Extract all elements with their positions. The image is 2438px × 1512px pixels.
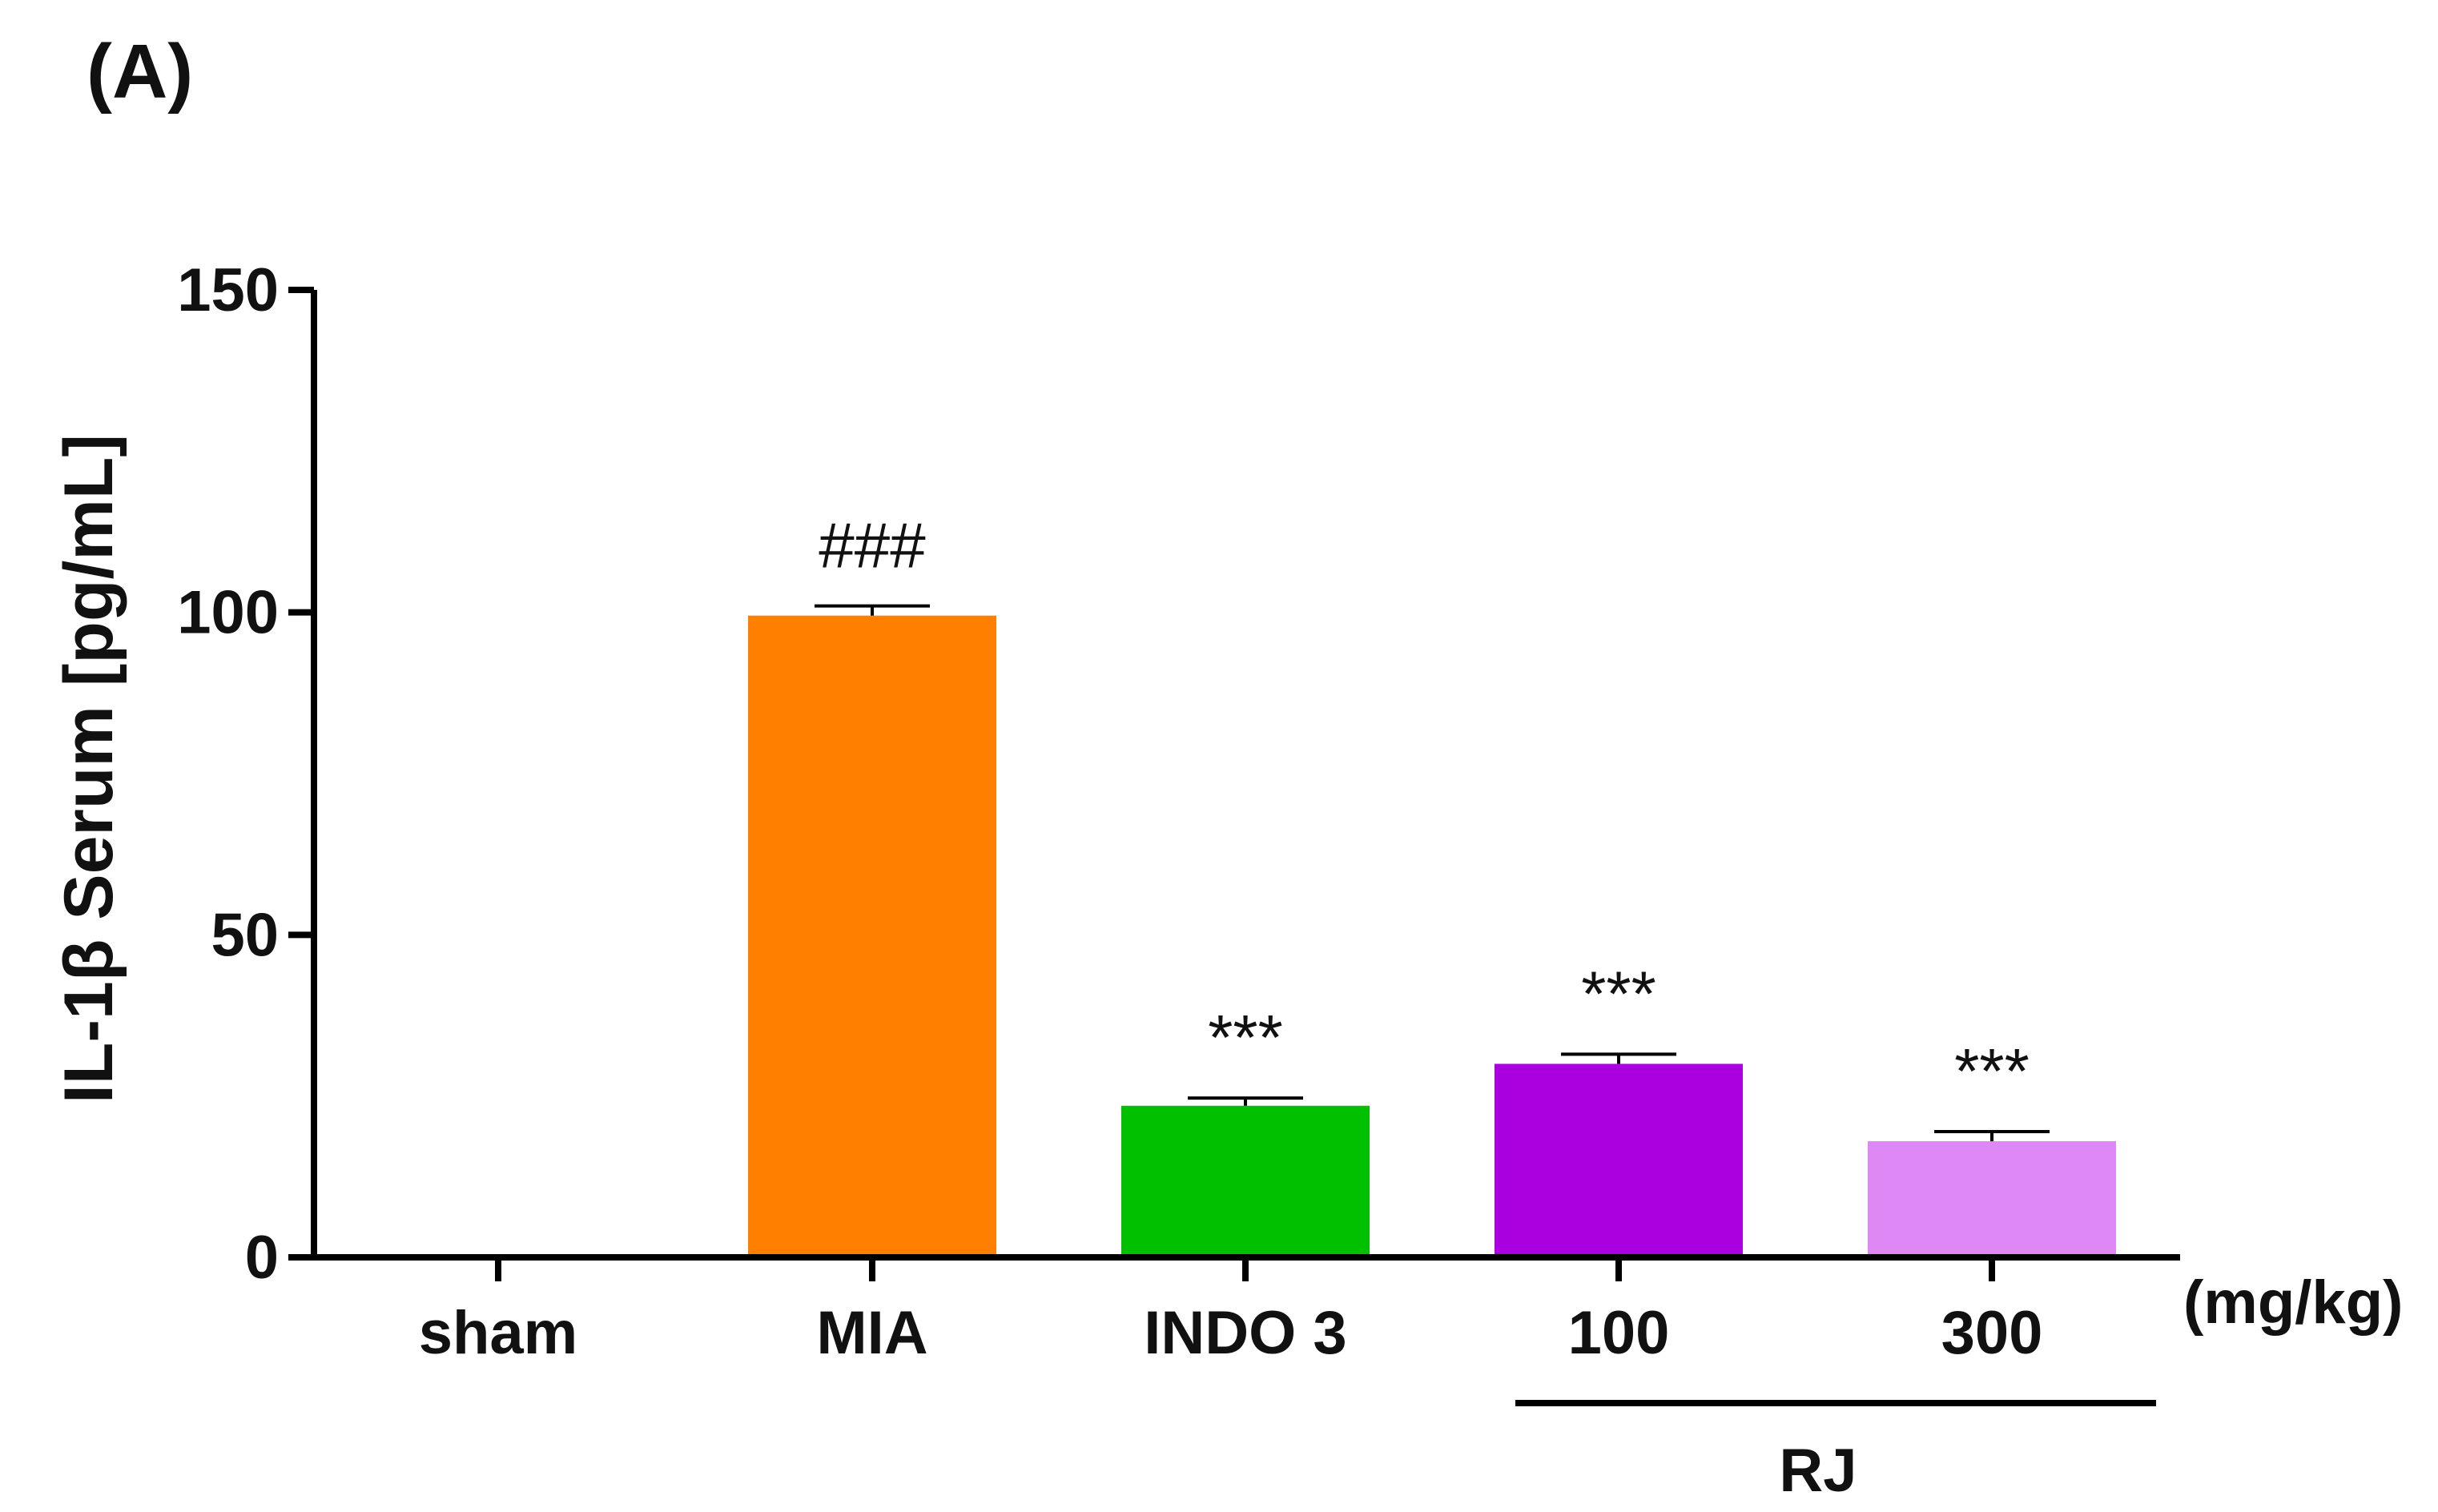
x-tick-label: 300 <box>1941 1299 2043 1367</box>
x-ticks-group: sham MIA INDO 3 100 300 <box>419 1257 2043 1367</box>
y-tick-label: 100 <box>177 579 279 647</box>
unit-label: (mg/kg) <box>2183 1269 2403 1337</box>
group-label: RJ <box>1779 1437 1857 1505</box>
annotations-group: ### *** *** *** <box>819 510 2029 1107</box>
bar <box>1868 1141 2116 1257</box>
bars-group <box>748 615 2116 1257</box>
y-tick-label: 150 <box>177 256 279 324</box>
x-tick-label: INDO 3 <box>1144 1299 1346 1367</box>
x-tick-label: MIA <box>816 1299 927 1367</box>
significance-annotation: *** <box>1208 1002 1282 1073</box>
significance-annotation: *** <box>1954 1035 2029 1107</box>
x-tick-label: sham <box>419 1299 578 1367</box>
x-tick-label: 100 <box>1568 1299 1670 1367</box>
bar <box>1495 1064 1743 1257</box>
significance-annotation: ### <box>819 510 926 581</box>
y-tick-label: 50 <box>211 901 279 969</box>
y-tick-label: 0 <box>245 1224 279 1292</box>
y-ticks-group: 0 50 100 150 <box>177 256 314 1292</box>
panel-label: (A) <box>86 29 193 115</box>
bar <box>1121 1105 1370 1257</box>
significance-annotation: *** <box>1581 958 1656 1029</box>
y-axis-title: IL-1β Serum [pg/mL] <box>50 434 127 1104</box>
bar <box>748 615 996 1257</box>
error-bars-group <box>815 604 2050 1142</box>
